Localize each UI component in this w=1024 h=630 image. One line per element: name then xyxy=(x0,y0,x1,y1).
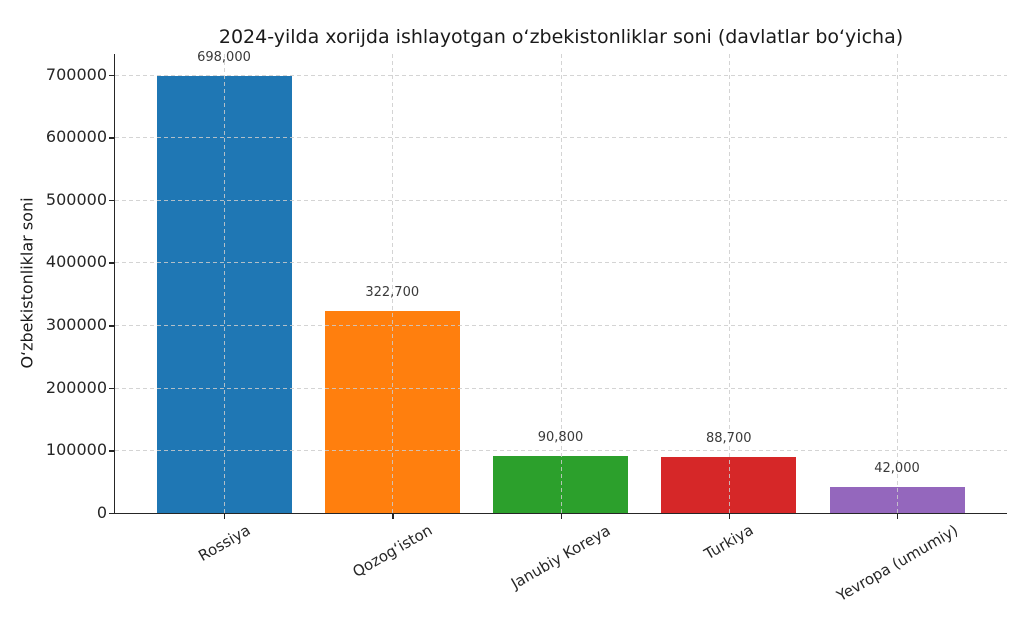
x-tick-janubiy-koreya xyxy=(560,514,562,519)
gridline-v-qozog-iston xyxy=(392,54,394,513)
y-tick-label-200000: 200000 xyxy=(45,377,107,397)
value-label-yevropa-umumiy: 42,000 xyxy=(874,460,920,476)
y-tick-600000 xyxy=(109,137,114,139)
left-spine xyxy=(114,54,116,513)
bottom-spine xyxy=(114,513,1007,515)
gridline-v-janubiy-koreya xyxy=(560,54,562,513)
gridline-v-rossiya xyxy=(224,54,225,513)
y-tick-label-300000: 300000 xyxy=(45,315,107,335)
x-tick-label-janubiy-koreya: Janubiy Koreya xyxy=(507,520,614,593)
x-tick-rossiya xyxy=(224,514,226,519)
value-label-rossiya: 698,000 xyxy=(197,49,251,65)
y-tick-500000 xyxy=(109,199,114,202)
x-tick-label-yevropa-umumiy: Yevropa (umumiy) xyxy=(833,521,961,606)
y-tick-label-500000: 500000 xyxy=(45,189,107,209)
y-tick-label-400000: 400000 xyxy=(45,252,107,272)
gridline-v-turkiya xyxy=(728,54,730,513)
x-tick-label-qozog-iston: Qozog‘iston xyxy=(349,521,436,582)
y-tick-200000 xyxy=(109,387,114,390)
value-label-qozog-iston: 322,700 xyxy=(365,284,420,300)
value-label-janubiy-koreya: 90,800 xyxy=(537,430,584,446)
y-tick-0 xyxy=(109,513,114,515)
gridline-v-yevropa-umumiy xyxy=(897,54,898,513)
y-tick-100000 xyxy=(109,450,114,452)
x-tick-yevropa-umumiy xyxy=(897,514,899,519)
y-tick-300000 xyxy=(109,325,114,327)
value-label-turkiya: 88,700 xyxy=(706,431,752,447)
y-tick-label-100000: 100000 xyxy=(45,440,107,460)
x-tick-turkiya xyxy=(728,514,731,519)
y-tick-label-600000: 600000 xyxy=(45,127,107,147)
y-tick-label-0: 0 xyxy=(96,503,107,522)
x-tick-label-turkiya: Turkiya xyxy=(701,520,757,564)
chart-title: 2024-yilda xorijda ishlayotgan o‘zbekist… xyxy=(218,26,904,48)
x-tick-label-rossiya: Rossiya xyxy=(194,521,253,566)
y-tick-400000 xyxy=(109,262,114,264)
x-tick-qozog-iston xyxy=(392,514,394,519)
y-tick-700000 xyxy=(109,74,114,76)
y-tick-label-700000: 700000 xyxy=(45,64,107,84)
